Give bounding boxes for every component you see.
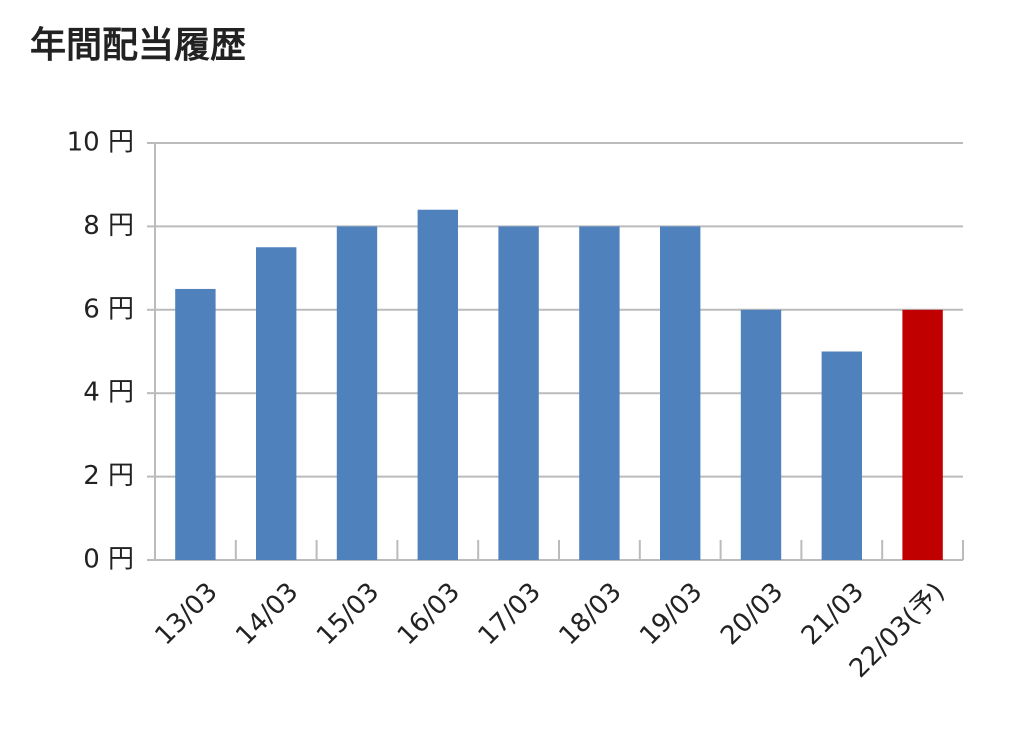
bar xyxy=(256,247,297,560)
y-tick-label: 2 円 xyxy=(83,461,134,491)
y-tick-label: 4 円 xyxy=(83,378,134,408)
bar xyxy=(821,351,862,560)
x-tick-label: 19/03 xyxy=(634,577,708,651)
x-tick-label: 13/03 xyxy=(149,577,223,651)
y-tick-label: 6 円 xyxy=(83,294,134,324)
bar xyxy=(336,226,378,560)
x-tick-label: 21/03 xyxy=(796,577,870,651)
bar xyxy=(660,226,701,560)
x-tick-label: 15/03 xyxy=(311,577,385,651)
x-tick-label: 14/03 xyxy=(230,577,304,651)
y-tick-label: 0 円 xyxy=(83,545,134,575)
bar xyxy=(498,226,539,560)
x-tick-label: 18/03 xyxy=(553,577,627,651)
x-tick-label: 17/03 xyxy=(473,577,547,651)
bar xyxy=(579,226,620,560)
bar xyxy=(902,309,943,560)
x-tick-label: 16/03 xyxy=(392,577,466,651)
x-tick-label: 20/03 xyxy=(715,577,789,651)
y-tick-label: 8 円 xyxy=(83,211,134,241)
y-tick-label: 10 円 xyxy=(67,128,134,158)
bar xyxy=(175,288,216,560)
chart-title: 年間配当履歴 xyxy=(30,25,246,66)
bar xyxy=(740,309,782,560)
bar xyxy=(417,209,458,560)
